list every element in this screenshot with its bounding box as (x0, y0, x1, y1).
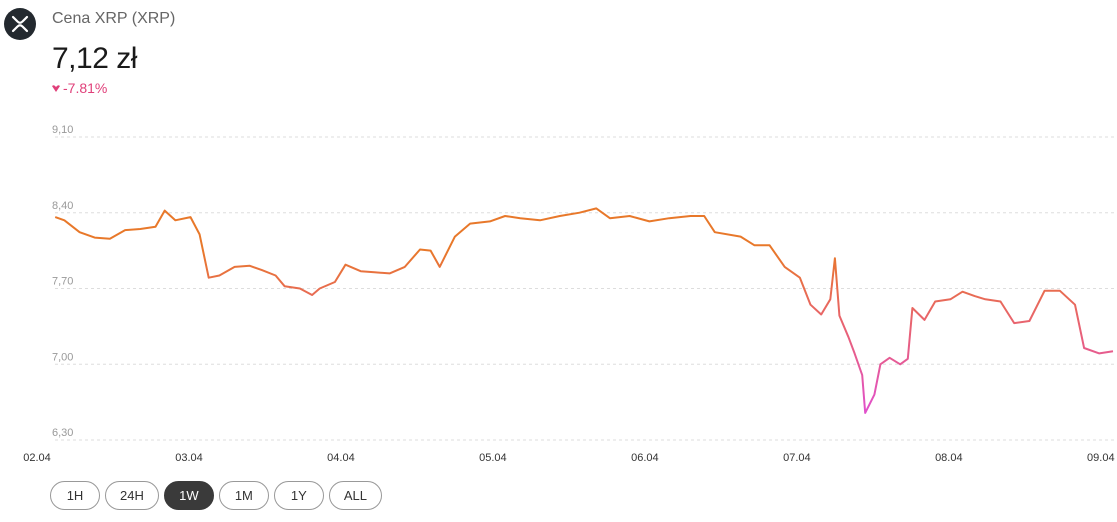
price: 7,12 zł (52, 42, 137, 75)
x-tick-label: 09.04 (1087, 452, 1115, 464)
range-button[interactable]: 1W (163, 481, 214, 510)
x-tick-label: 08.04 (935, 452, 963, 464)
range-buttons: 1H 24H 1W 1M 1Y ALL (50, 481, 382, 510)
y-tick-label: 8,40 (52, 200, 73, 212)
x-tick-label: 06.04 (631, 452, 659, 464)
range-button[interactable]: 1Y (273, 481, 324, 510)
x-tick-label: 05.04 (479, 452, 507, 464)
coin-logo (4, 8, 36, 40)
y-tick-label: 9,10 (52, 124, 73, 136)
price-change: -7.81% (52, 80, 107, 96)
range-button[interactable]: ALL (328, 481, 382, 510)
y-tick-label: 7,70 (52, 276, 73, 288)
y-tick-label: 6,30 (52, 427, 73, 439)
range-button[interactable]: 1H (50, 481, 100, 510)
range-button[interactable]: 1M (218, 481, 269, 510)
price-line (54, 207, 1114, 414)
x-tick-label: 02.04 (23, 452, 51, 464)
asset-name: Cena XRP (XRP) (52, 10, 176, 27)
range-button[interactable]: 24H (105, 481, 159, 510)
y-tick-label: 7,00 (52, 351, 73, 363)
change-value: -7.81% (63, 80, 108, 96)
x-tick-label: 07.04 (783, 452, 811, 464)
x-tick-label: 04.04 (327, 452, 355, 464)
x-tick-label: 03.04 (175, 452, 203, 464)
